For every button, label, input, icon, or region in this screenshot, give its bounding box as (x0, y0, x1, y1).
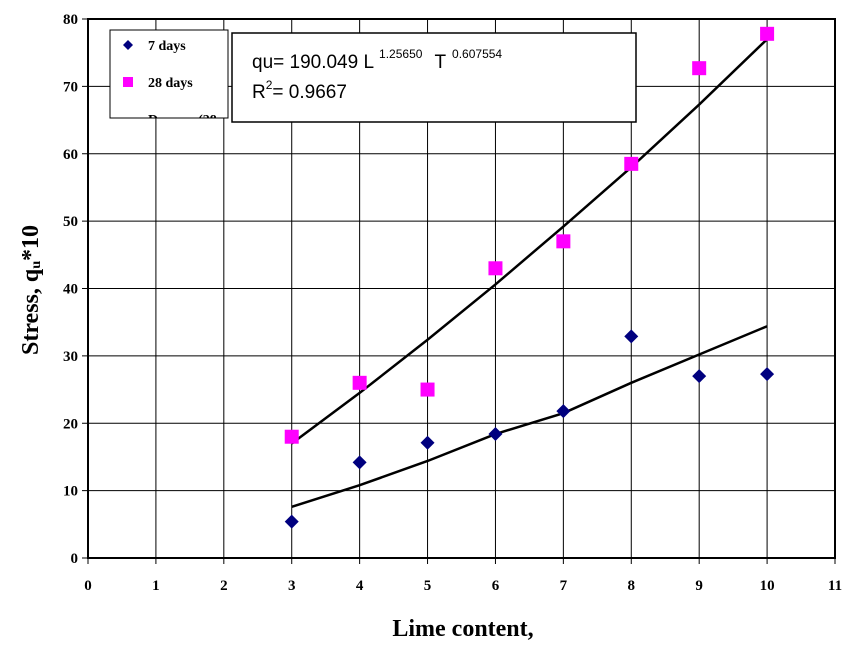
x-axis: 0 1 2 3 4 5 6 7 8 9 10 11 (84, 558, 842, 594)
equation-annotation: qu= 190.049 L 1.25650 T 0.607554 R2= 0.9667 (231, 32, 637, 123)
point-28-days (556, 234, 571, 249)
x-tick-label: 4 (356, 578, 364, 594)
legend-label-7-days: 7 days (148, 39, 186, 54)
y-axis-title: Stress, qᵤ*10 (18, 225, 44, 355)
x-tick-label: 6 (492, 578, 500, 594)
trendline-28-days (290, 38, 768, 445)
point-28-days (284, 429, 299, 444)
legend-partial-label: D (28 (148, 113, 217, 128)
point-7-days (624, 329, 639, 344)
x-tick-label: 2 (220, 578, 228, 594)
point-28-days (624, 156, 639, 171)
legend: 7 days 28 days D (28 (109, 29, 229, 128)
point-7-days (284, 514, 299, 529)
y-tick-label: 10 (63, 484, 78, 500)
x-tick-label: 7 (560, 578, 568, 594)
y-axis: 0 10 20 30 40 50 60 70 80 (63, 12, 88, 567)
trendline-7-days (291, 325, 768, 508)
x-tick-label: 10 (760, 578, 775, 594)
x-tick-label: 11 (828, 578, 842, 594)
legend-label-28-days: 28 days (148, 76, 193, 91)
point-28-days (352, 375, 367, 390)
r-squared-text: R2= 0.9667 (252, 78, 347, 103)
equation-text: qu= 190.049 L 1.25650 T 0.607554 (252, 47, 502, 73)
x-tick-label: 1 (152, 578, 160, 594)
point-28-days (692, 61, 707, 76)
point-7-days (488, 427, 503, 442)
equation-box (231, 32, 637, 123)
x-tick-label: 0 (84, 578, 92, 594)
point-7-days (420, 435, 435, 450)
x-tick-label: 9 (695, 578, 703, 594)
data-points (284, 26, 775, 529)
y-tick-label: 50 (63, 214, 78, 230)
y-tick-label: 0 (71, 551, 79, 567)
point-28-days (420, 382, 435, 397)
legend-marker-28-days (123, 77, 133, 87)
point-7-days (352, 455, 367, 470)
x-tick-label: 8 (628, 578, 636, 594)
x-axis-title: Lime content, (392, 616, 533, 642)
legend-marker-7-days (123, 40, 133, 50)
point-7-days (556, 404, 571, 419)
point-28-days (760, 26, 775, 41)
point-28-days (488, 261, 503, 276)
point-7-days (692, 369, 707, 384)
trendlines (290, 38, 768, 508)
y-tick-label: 80 (63, 12, 78, 28)
y-tick-label: 40 (63, 282, 78, 298)
y-tick-label: 30 (63, 349, 78, 365)
x-tick-label: 5 (424, 578, 432, 594)
y-tick-label: 20 (63, 416, 78, 432)
x-tick-label: 3 (288, 578, 296, 594)
point-7-days (760, 367, 775, 382)
y-tick-label: 70 (63, 79, 78, 95)
y-tick-label: 60 (63, 147, 78, 163)
